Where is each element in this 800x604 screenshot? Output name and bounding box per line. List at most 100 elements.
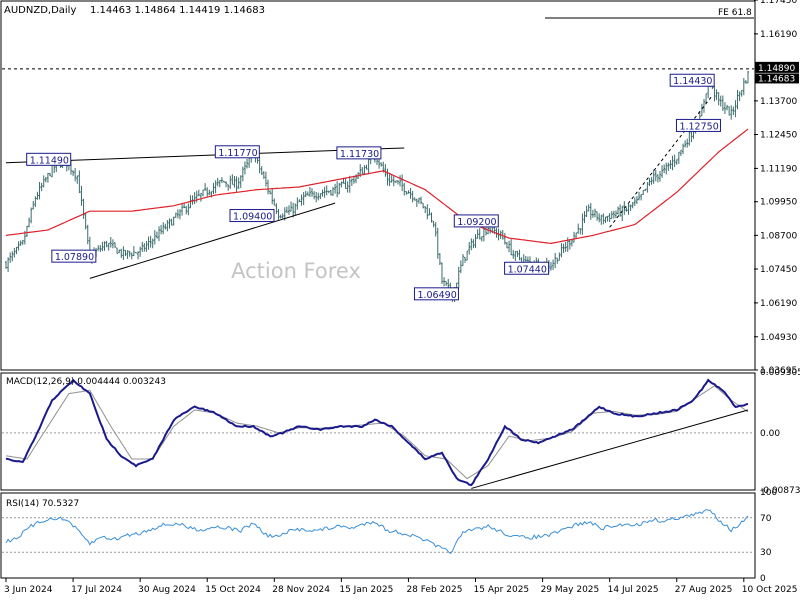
candle: [231, 174, 233, 184]
candle: [313, 191, 315, 199]
candle: [592, 210, 594, 218]
candle: [401, 174, 403, 191]
candle: [200, 193, 202, 202]
candle: [405, 191, 407, 195]
candle: [602, 213, 604, 224]
price-label-text: 1.12750: [679, 121, 718, 132]
candle: [83, 199, 85, 219]
candle: [137, 251, 139, 259]
candle: [456, 283, 458, 288]
candle: [259, 157, 261, 173]
candle: [428, 208, 430, 215]
candle: [470, 238, 472, 250]
candle: [617, 206, 619, 214]
candle: [118, 250, 120, 254]
candle: [108, 243, 110, 251]
price-label-text: 1.11770: [218, 148, 257, 159]
price-axis-label: 1.09950: [760, 198, 797, 208]
candle: [139, 247, 141, 257]
candle: [206, 187, 208, 196]
price-panel-border: [1, 1, 755, 370]
candle: [30, 207, 32, 223]
candle: [43, 175, 45, 187]
candle: [644, 189, 646, 191]
candle: [227, 185, 229, 191]
candle: [311, 188, 313, 197]
candle: [560, 243, 562, 257]
candle: [9, 252, 11, 262]
candle: [506, 242, 508, 248]
candle: [39, 182, 41, 199]
candle: [233, 176, 235, 188]
x-axis-label: 28 Nov 2024: [272, 585, 330, 595]
macd-trendline: [471, 410, 748, 488]
candle: [166, 220, 168, 231]
price-axis-label: 1.08700: [760, 231, 797, 241]
candle: [72, 170, 74, 176]
price-axis-label: 1.11190: [760, 164, 797, 174]
candle: [565, 242, 567, 252]
candle: [477, 229, 479, 238]
candle: [179, 209, 181, 219]
candle: [225, 181, 227, 187]
candle: [586, 206, 588, 217]
candle: [384, 164, 386, 177]
candle: [286, 207, 288, 213]
candle: [215, 180, 217, 193]
candle: [594, 209, 596, 218]
candle: [340, 181, 342, 187]
candle: [380, 162, 382, 166]
channel-dash-trendline: [610, 95, 713, 227]
candle: [550, 262, 552, 271]
candle: [152, 239, 154, 249]
candle: [347, 181, 349, 192]
candle: [229, 176, 231, 189]
candle: [636, 196, 638, 204]
candle: [363, 165, 365, 174]
candle: [464, 257, 466, 263]
candle: [288, 205, 290, 215]
candle: [651, 177, 653, 185]
candle: [236, 176, 238, 192]
candle: [688, 131, 690, 146]
candle: [162, 222, 164, 234]
candle: [430, 212, 432, 222]
candle: [481, 236, 483, 241]
candle: [120, 249, 122, 258]
candle: [334, 184, 336, 194]
panel-frames: [1, 1, 755, 578]
candle: [20, 240, 22, 246]
candle: [76, 176, 78, 184]
candle: [426, 204, 428, 219]
candle: [192, 195, 194, 204]
candle: [611, 211, 613, 219]
candle: [519, 250, 521, 261]
candle: [101, 242, 103, 251]
candle: [26, 226, 28, 237]
candle: [512, 250, 514, 259]
candle: [99, 245, 101, 252]
price-level-label: 1.07440: [505, 262, 549, 275]
candle: [261, 166, 263, 175]
candle: [590, 203, 592, 220]
x-axis-label: 14 Jul 2025: [608, 585, 659, 595]
candle: [389, 173, 391, 186]
candle: [653, 170, 655, 184]
candle: [393, 176, 395, 186]
candle: [202, 190, 204, 197]
candle: [131, 253, 133, 260]
candle: [435, 222, 437, 236]
candle: [298, 199, 300, 202]
candle: [407, 190, 409, 193]
candle: [78, 170, 80, 192]
candle: [275, 203, 277, 214]
candle: [588, 204, 590, 211]
price-axis-label: 1.04930: [760, 333, 797, 343]
candle: [577, 224, 579, 234]
candle: [290, 202, 292, 212]
candle: [319, 193, 321, 199]
price-level-label: 1.09200: [454, 215, 498, 228]
candle: [386, 169, 388, 186]
candle: [315, 192, 317, 202]
